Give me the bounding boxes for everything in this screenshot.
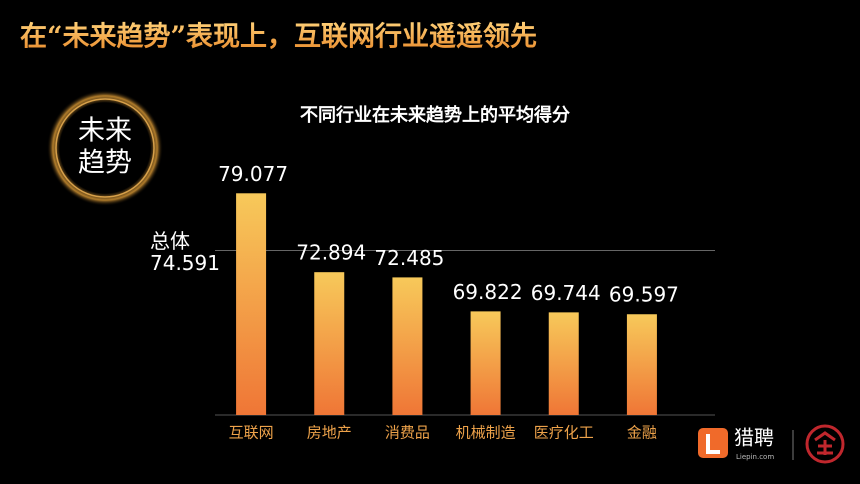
bar	[470, 311, 501, 415]
logo-icon-letter	[706, 434, 720, 454]
badge-text: 未来	[78, 116, 132, 147]
x-tick-label: 医疗化工	[534, 424, 594, 442]
logo-name: 猎聘	[734, 426, 774, 450]
logo: 猎聘 Liepin.com	[698, 424, 845, 464]
reference-label: 总体	[150, 229, 190, 253]
x-tick-label: 互联网	[229, 424, 274, 442]
value-label: 72.894	[296, 241, 366, 265]
value-label: 69.597	[609, 283, 679, 307]
badge-glow	[47, 90, 163, 206]
value-label: 79.077	[218, 162, 288, 186]
logo-site: Liepin.com	[736, 453, 774, 461]
bar	[236, 193, 267, 415]
value-label: 72.485	[374, 246, 444, 270]
emblem	[805, 424, 845, 464]
bar	[626, 314, 657, 415]
x-tick-label: 金融	[627, 424, 657, 442]
emblem-mark	[814, 431, 836, 455]
bar	[314, 272, 345, 415]
value-label: 69.744	[531, 281, 601, 305]
badge-ring	[55, 98, 155, 198]
x-tick-label: 机械制造	[456, 424, 516, 442]
chart-title: 不同行业在未来趋势上的平均得分	[300, 104, 570, 126]
reference-value: 74.591	[150, 251, 220, 275]
value-label: 69.822	[453, 280, 523, 304]
logo-icon	[698, 428, 728, 458]
slide-title: 在“未来趋势”表现上，互联网行业遥遥领先	[20, 21, 537, 53]
x-tick-label: 房地产	[307, 424, 352, 442]
x-tick-label: 消费品	[385, 424, 430, 442]
badge-text: 趋势	[78, 148, 132, 179]
bar	[548, 312, 579, 415]
bar	[392, 277, 423, 415]
